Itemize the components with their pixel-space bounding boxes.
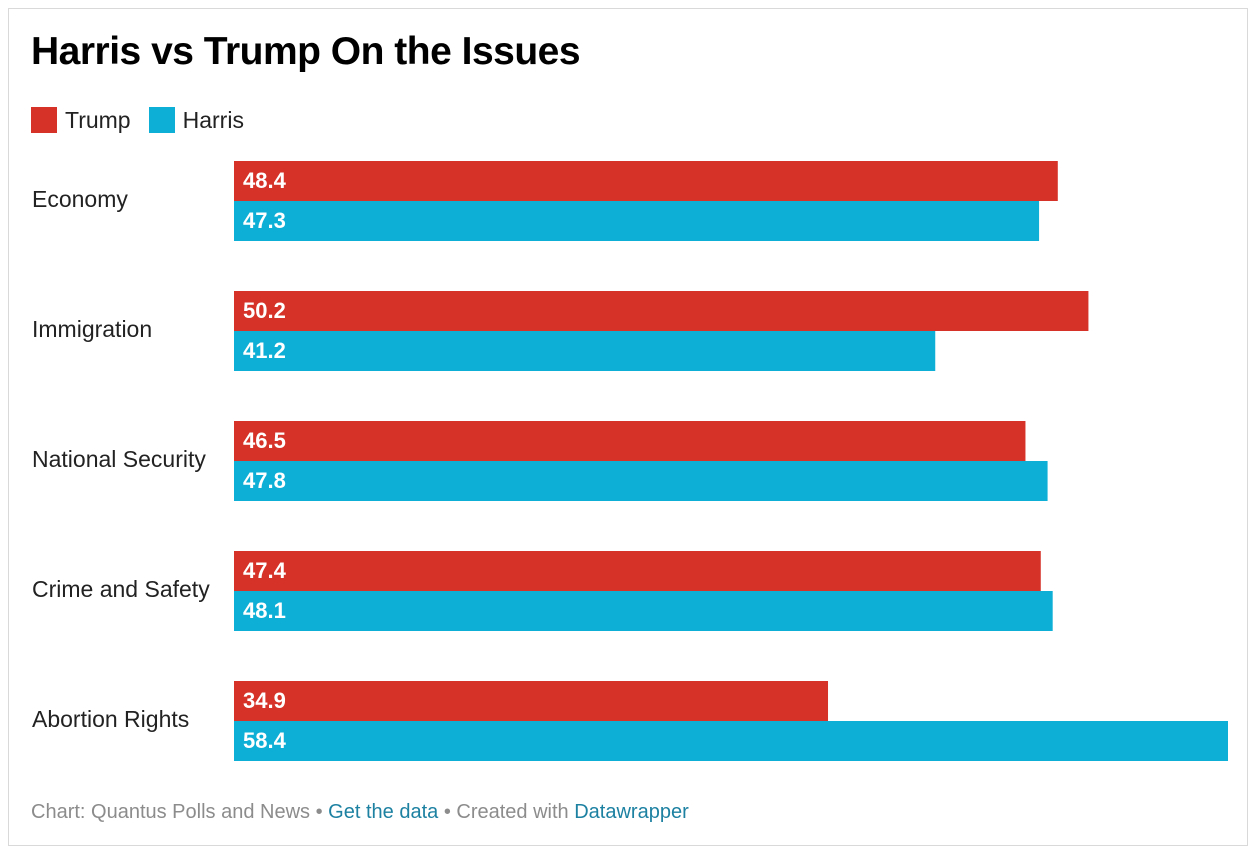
category-label-abortion-rights: Abortion Rights <box>32 706 189 732</box>
legend-item-trump: Trump <box>31 107 131 134</box>
data-label-trump-abortion-rights: 34.9 <box>243 688 286 713</box>
legend-item-harris: Harris <box>148 106 244 134</box>
bar-harris-abortion-rights <box>234 721 1228 761</box>
footer-source: Chart: Quantus Polls and News <box>31 801 311 823</box>
chart-title: Harris vs Trump On the Issues <box>31 30 581 73</box>
data-label-trump-economy: 48.4 <box>243 168 287 193</box>
bar-trump-abortion-rights <box>234 681 829 721</box>
bar-trump-crime-and-safety <box>234 551 1041 591</box>
datawrapper-link[interactable]: Datawrapper <box>574 801 689 823</box>
bar-harris-national-security <box>234 461 1048 501</box>
data-label-harris-abortion-rights: 58.4 <box>243 728 287 753</box>
legend-label-trump: Trump <box>65 106 131 133</box>
category-label-economy: Economy <box>32 186 128 212</box>
get-the-data-link[interactable]: Get the data <box>328 801 439 823</box>
bar-harris-immigration <box>234 331 936 371</box>
data-label-harris-crime-and-safety: 48.1 <box>243 598 286 623</box>
bar-trump-national-security <box>234 421 1026 461</box>
footer-separator: • <box>315 801 323 823</box>
category-label-crime-and-safety: Crime and Safety <box>32 576 210 602</box>
data-label-harris-national-security: 47.8 <box>243 468 286 493</box>
footer: Chart: Quantus Polls and News • Get the … <box>31 801 689 824</box>
data-label-harris-economy: 47.3 <box>243 208 286 233</box>
footer-separator: • <box>443 801 451 823</box>
bar-harris-crime-and-safety <box>234 591 1053 631</box>
bar-harris-economy <box>234 201 1040 241</box>
legend: Trump Harris <box>31 105 244 135</box>
bar-trump-economy <box>234 161 1058 201</box>
category-label-immigration: Immigration <box>32 316 152 342</box>
data-label-trump-national-security: 46.5 <box>243 428 286 453</box>
data-label-harris-immigration: 41.2 <box>243 338 286 363</box>
legend-label-harris: Harris <box>182 106 244 133</box>
legend-swatch-trump <box>31 107 57 133</box>
footer-created-with: Created with <box>456 801 569 823</box>
bar-trump-immigration <box>234 291 1089 331</box>
data-label-trump-immigration: 50.2 <box>243 298 286 323</box>
data-label-trump-crime-and-safety: 47.4 <box>243 558 287 583</box>
category-label-national-security: National Security <box>32 446 206 472</box>
legend-swatch-harris <box>148 107 175 133</box>
